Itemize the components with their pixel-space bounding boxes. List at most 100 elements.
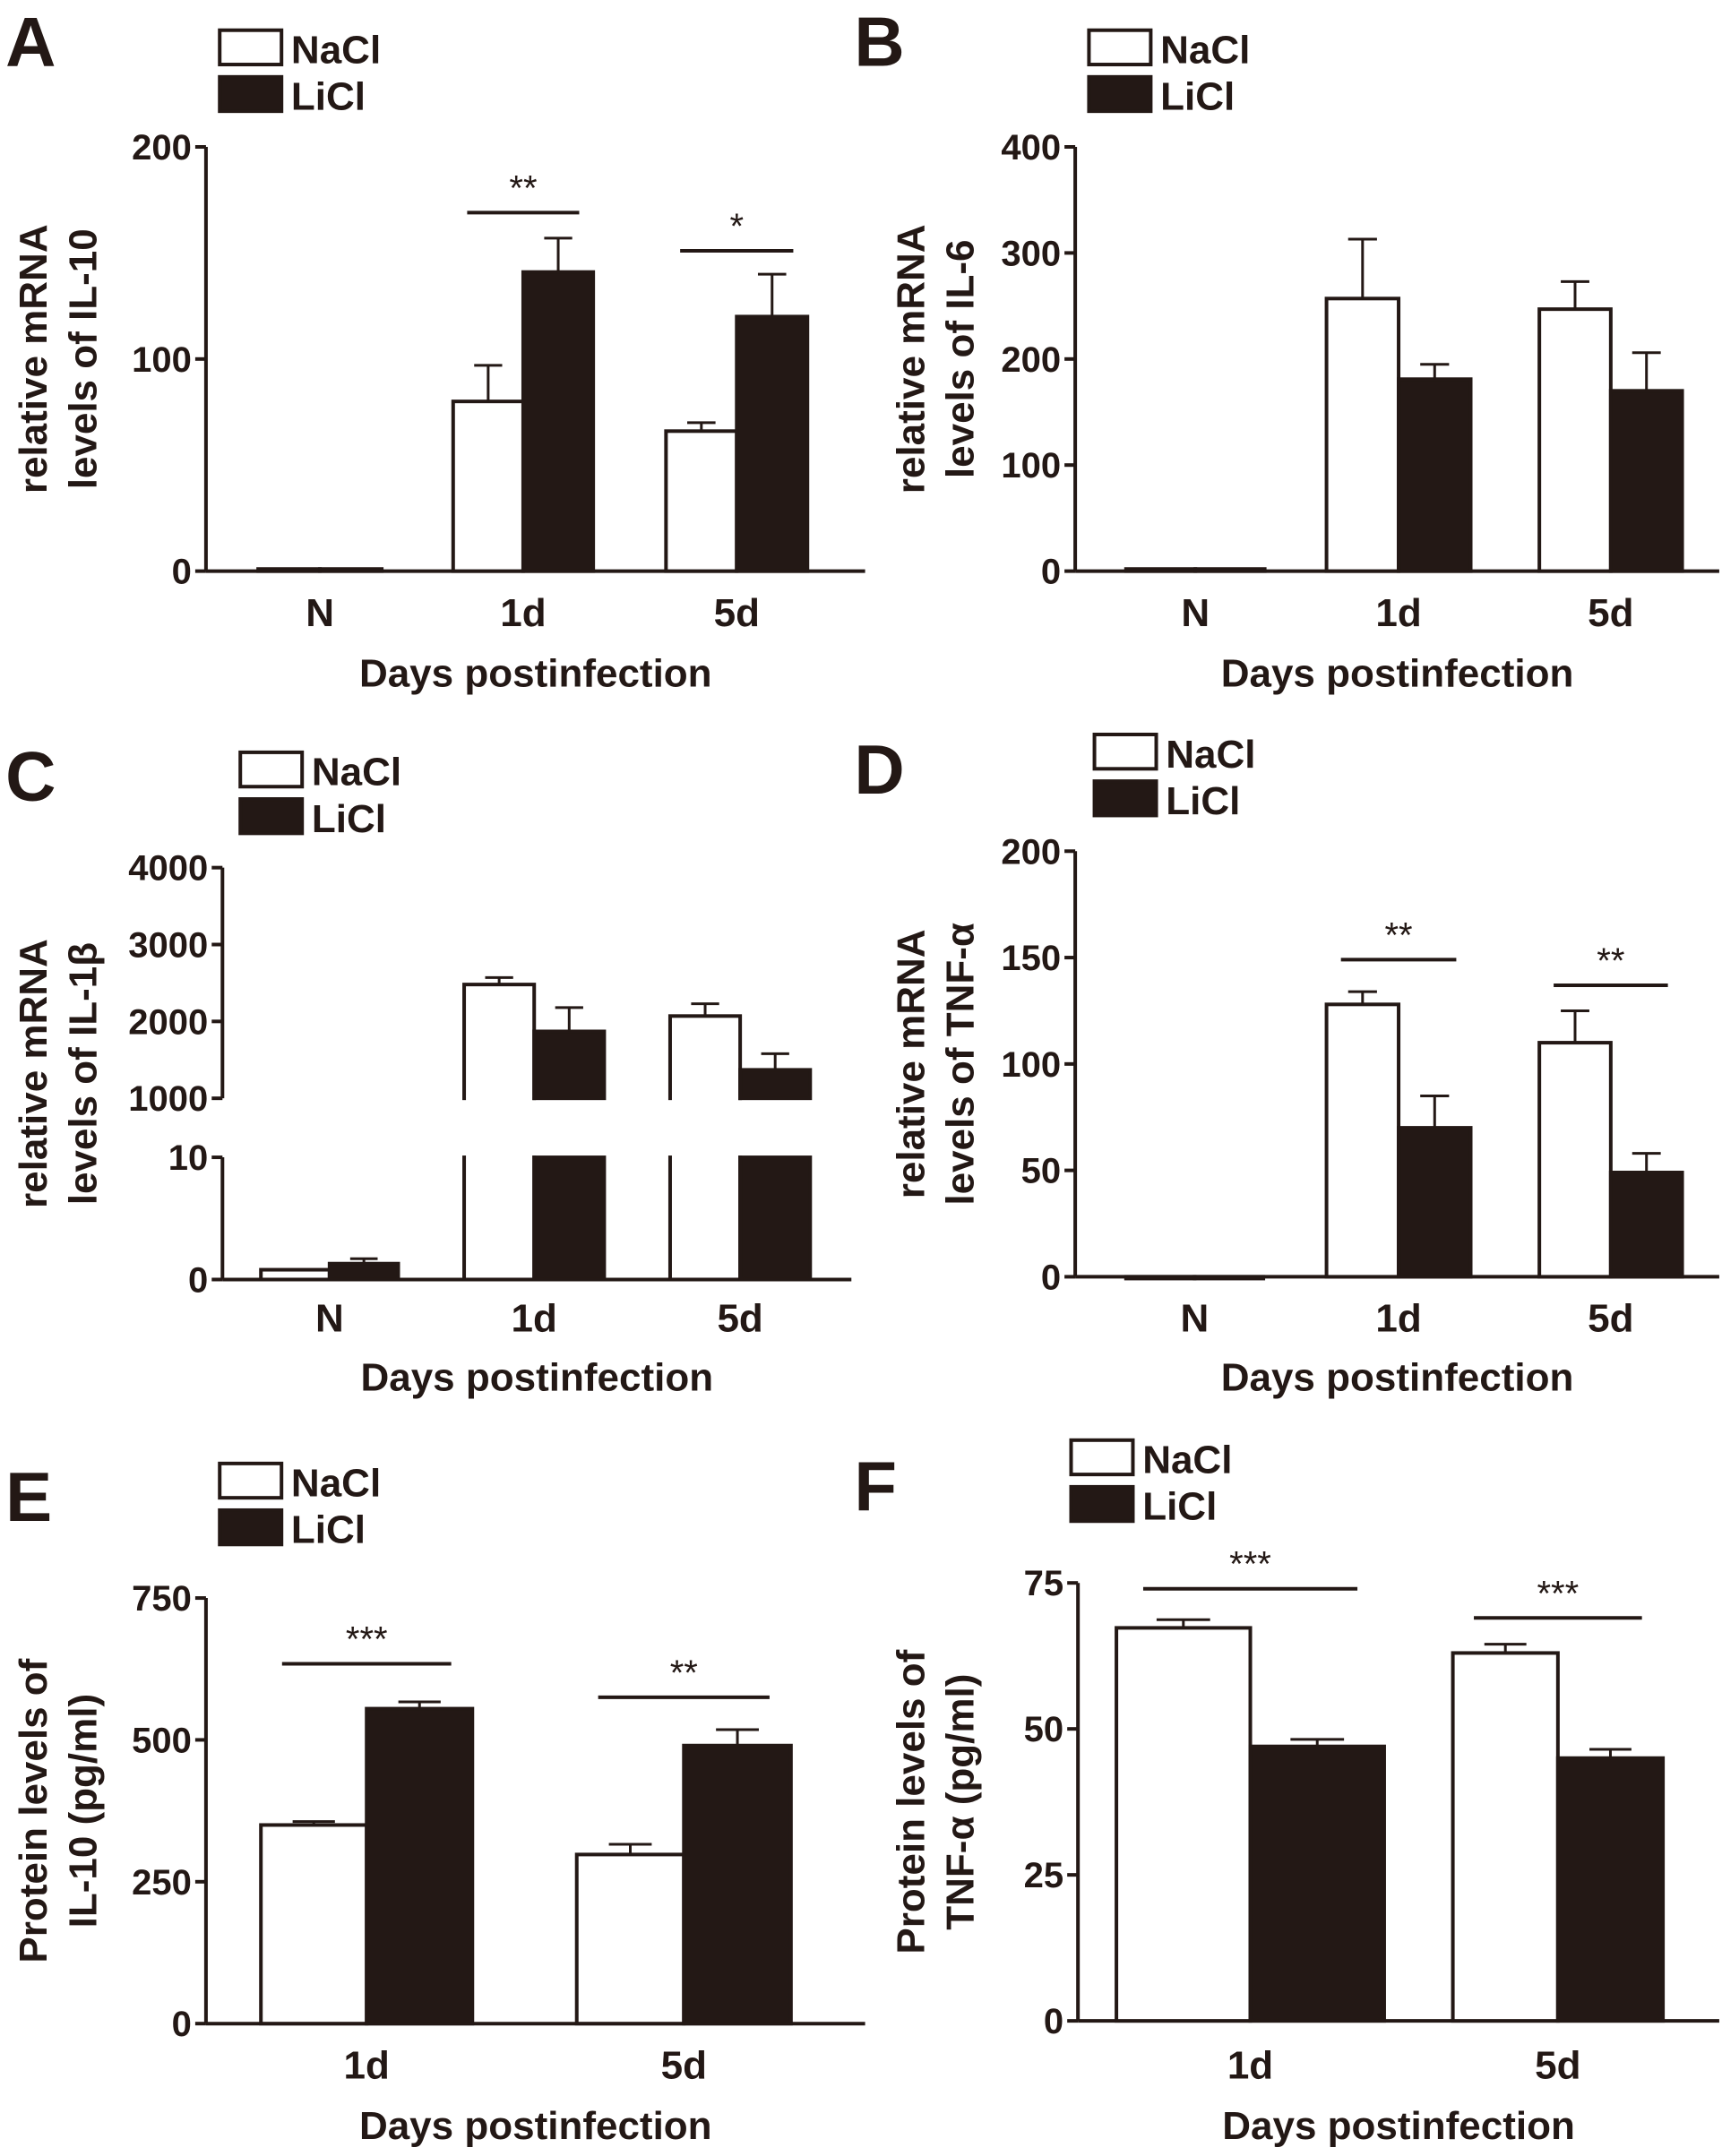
bar-nacl-5d [574, 1852, 686, 2026]
bar-nacl-5d [1537, 307, 1613, 573]
y-tick-label: 200 [1001, 340, 1061, 380]
y-tick-label: 75 [1024, 1564, 1064, 1603]
bar-nacl-1d [1324, 296, 1401, 573]
y-tick-label: 0 [172, 2005, 192, 2044]
y-tick-label: 100 [132, 340, 192, 380]
y-tick-label: 2000 [128, 1002, 208, 1042]
x-axis-title: Days postinfection [359, 2104, 712, 2148]
x-category-label: N [1181, 591, 1210, 635]
x-category-label: N [1181, 1297, 1210, 1341]
legend-label-licl: LiCl [312, 797, 386, 841]
x-category-label: 5d [714, 591, 760, 635]
significance-label: *** [346, 1620, 388, 1660]
y-tick-label: 25 [1024, 1856, 1064, 1895]
legend-label-nacl: NaCl [1142, 1439, 1232, 1482]
y-tick-label: 400 [1001, 128, 1061, 167]
x-category-label: 1d [1227, 2044, 1273, 2088]
legend-label-licl: LiCl [291, 75, 366, 119]
x-category-label: N [315, 1297, 344, 1341]
bar-nacl-1d [451, 399, 525, 573]
y-tick-label: 50 [1021, 1152, 1062, 1191]
bar-nacl-1d [259, 1823, 369, 2026]
legend-swatch-licl [1087, 74, 1153, 114]
legend-label-nacl: NaCl [291, 1462, 381, 1506]
bar-nacl-5d [1451, 1651, 1560, 2023]
bar-licl-5d-upper [738, 1068, 813, 1101]
x-category-label: 5d [661, 2044, 707, 2088]
y-tick-label: 10 [168, 1138, 209, 1178]
y-tick-label: 0 [1044, 2002, 1063, 2041]
legend-label-nacl: NaCl [1166, 733, 1255, 777]
legend-swatch-licl [1069, 1484, 1135, 1524]
panel-letter: E [5, 1457, 52, 1536]
y-tick-label: 150 [1001, 939, 1061, 978]
y-tick-label: 100 [1001, 446, 1061, 485]
x-category-label: 5d [1588, 591, 1633, 635]
bar-licl-n [327, 1261, 400, 1282]
bar-licl-5d [1555, 1756, 1666, 2023]
y-tick-label: 4000 [128, 849, 208, 889]
significance-label: ** [670, 1654, 698, 1693]
legend-swatch-licl [218, 74, 284, 114]
y-tick-label: 250 [132, 1863, 192, 1903]
legend-swatch-nacl [1069, 1438, 1135, 1477]
bar-licl-1d-upper [532, 1029, 607, 1101]
y-axis-title: levels of TNF-α [939, 923, 983, 1206]
legend-label-nacl: NaCl [291, 29, 381, 73]
legend-swatch-licl [1092, 779, 1158, 818]
x-category-label: 1d [500, 591, 546, 635]
y-tick-label: 500 [132, 1721, 192, 1760]
legend-label-licl: LiCl [1166, 779, 1240, 823]
legend-label-licl: LiCl [291, 1508, 366, 1552]
y-axis-title: levels of IL-1β [61, 942, 105, 1205]
y-tick-label: 100 [1001, 1045, 1061, 1085]
y-axis-title: relative mRNA [12, 939, 56, 1208]
legend-label-nacl: NaCl [1160, 29, 1250, 73]
legend-label-licl: LiCl [1142, 1485, 1217, 1529]
y-tick-label: 750 [132, 1579, 192, 1619]
y-axis-title: levels of IL-10 [61, 228, 105, 489]
y-axis-title: relative mRNA [12, 224, 56, 494]
x-category-label: 1d [1375, 591, 1421, 635]
bar-licl-1d [1397, 1126, 1473, 1279]
panel-letter: F [854, 1447, 897, 1525]
x-category-label: 1d [344, 2044, 390, 2088]
y-axis-title: relative mRNA [890, 929, 934, 1198]
legend-swatch-licl [238, 797, 305, 836]
legend-swatch-nacl [238, 750, 305, 789]
y-axis-title: levels of IL-6 [939, 240, 983, 479]
significance-label: *** [1537, 1574, 1579, 1613]
y-axis-title: Protein levels of [12, 1658, 56, 1963]
panel-letter: D [854, 730, 904, 809]
bar-nacl-1d [1115, 1626, 1253, 2023]
significance-label: ** [1384, 915, 1412, 955]
panel-letter: C [5, 737, 56, 816]
significance-label: *** [1229, 1545, 1271, 1585]
bar-licl-1d [521, 270, 596, 573]
y-tick-label: 200 [1001, 832, 1061, 872]
significance-label: * [730, 207, 745, 246]
y-tick-label: 300 [1001, 234, 1061, 273]
y-tick-label: 0 [1041, 1258, 1061, 1297]
x-category-label: 5d [1535, 2044, 1580, 2088]
bar-licl-5d [735, 314, 810, 573]
x-category-label: 5d [1588, 1297, 1633, 1341]
bar-nacl-n [259, 1267, 331, 1282]
bar-licl-1d-lower [532, 1155, 607, 1282]
bar-nacl-5d [1537, 1041, 1613, 1279]
bar-licl-5d [1608, 389, 1684, 573]
y-axis-title: relative mRNA [890, 224, 934, 494]
significance-label: ** [1597, 941, 1624, 981]
x-category-label: N [306, 591, 334, 635]
y-tick-label: 200 [132, 128, 192, 167]
panel-letter: B [854, 3, 904, 82]
bar-nacl-1d [1324, 1002, 1401, 1279]
legend-label-licl: LiCl [1160, 75, 1235, 119]
x-category-label: 1d [512, 1297, 557, 1341]
bar-licl-n [1192, 1275, 1266, 1281]
